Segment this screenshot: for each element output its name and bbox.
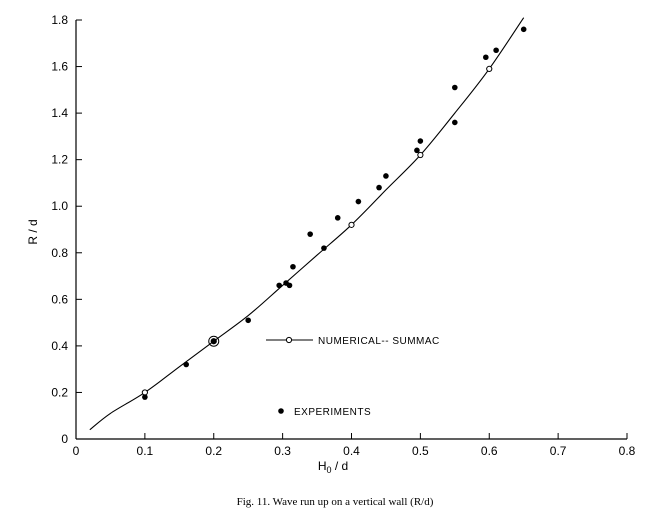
legend-experiments-label: EXPERIMENTS bbox=[294, 407, 371, 418]
y-tick-label: 0.4 bbox=[51, 339, 68, 353]
experiment-point bbox=[334, 215, 341, 221]
experiment-point bbox=[245, 317, 251, 324]
experiment-point bbox=[276, 282, 282, 289]
y-tick-label: 0.2 bbox=[51, 385, 68, 399]
x-axis-title-sub: 0 bbox=[326, 465, 331, 475]
x-tick-label: 0.1 bbox=[137, 444, 154, 458]
experiment-point bbox=[452, 84, 458, 91]
experiment-point bbox=[142, 394, 148, 400]
legend-numerical-marker bbox=[285, 336, 293, 344]
x-tick-label: 0 bbox=[73, 444, 80, 458]
legend-numerical: NUMERICAL-- SUMMAC bbox=[266, 336, 440, 347]
numerical-point bbox=[417, 151, 424, 159]
y-tick-label: 1.2 bbox=[51, 153, 68, 167]
x-tick-label: 0.7 bbox=[550, 444, 567, 458]
legend-numerical-label: NUMERICAL-- SUMMAC bbox=[318, 336, 440, 347]
y-tick-label: 0 bbox=[61, 432, 68, 446]
experiment-point bbox=[493, 47, 499, 54]
legend-experiments: EXPERIMENTS bbox=[278, 407, 371, 418]
experiment-point bbox=[321, 245, 327, 251]
experiment-point bbox=[290, 263, 296, 270]
y-tick-label: 0.6 bbox=[51, 292, 68, 306]
numerical-point bbox=[141, 389, 148, 396]
curve-layer bbox=[89, 17, 525, 431]
experiment-point bbox=[452, 119, 458, 126]
x-tick-label: 0.6 bbox=[481, 444, 498, 458]
experiment-point bbox=[183, 361, 189, 368]
axes bbox=[75, 20, 627, 440]
x-ticks: 0 0.1 0.2 0.3 0.4 0.5 0.6 0.7 0.8 bbox=[73, 433, 636, 458]
experiment-point bbox=[376, 184, 382, 191]
y-tick-label: 1.6 bbox=[51, 60, 68, 74]
markers-layer bbox=[141, 26, 527, 400]
experiment-point bbox=[414, 147, 420, 154]
numerical-curve bbox=[89, 17, 525, 431]
y-tick-label: 0.8 bbox=[51, 246, 68, 260]
x-axis-title-main: H bbox=[318, 459, 327, 473]
x-tick-label: 0.4 bbox=[343, 444, 360, 458]
x-tick-label: 0.5 bbox=[412, 444, 429, 458]
experiment-point bbox=[210, 338, 217, 345]
coincident-point-ring bbox=[208, 335, 220, 347]
y-tick-label: 1.0 bbox=[51, 199, 68, 213]
experiment-point bbox=[483, 54, 489, 61]
experiment-point bbox=[286, 282, 293, 289]
numerical-point bbox=[348, 221, 355, 228]
y-tick-label: 1.4 bbox=[51, 106, 68, 120]
experiment-point bbox=[520, 26, 527, 33]
experiment-point bbox=[355, 198, 362, 205]
x-tick-label: 0.3 bbox=[274, 444, 291, 458]
numerical-point bbox=[486, 65, 493, 72]
legend-experiments-marker bbox=[278, 408, 284, 414]
experiment-point bbox=[307, 231, 313, 237]
figure-caption: Fig. 11. Wave run up on a vertical wall … bbox=[237, 496, 434, 508]
x-tick-label: 0.2 bbox=[205, 444, 222, 458]
y-tick-label: 1.8 bbox=[51, 13, 68, 27]
experiment-point bbox=[383, 173, 389, 179]
y-ticks: 0 0.2 0.4 0.6 0.8 1.0 1.2 1.4 1.6 1.8 bbox=[51, 13, 82, 446]
x-axis-title: H0 / d bbox=[318, 459, 348, 475]
y-axis-title: R / d bbox=[26, 219, 40, 244]
x-axis-title-rest: / d bbox=[332, 459, 349, 473]
x-tick-label: 0.8 bbox=[619, 444, 636, 458]
experiment-point bbox=[417, 138, 424, 144]
